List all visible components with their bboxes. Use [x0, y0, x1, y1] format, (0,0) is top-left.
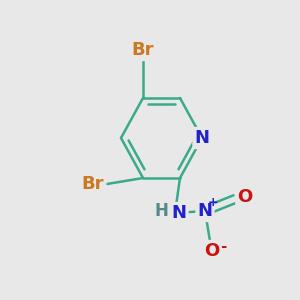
Text: N: N: [197, 202, 212, 220]
Text: H: H: [154, 202, 168, 220]
Text: -: -: [220, 239, 226, 254]
Text: Br: Br: [82, 175, 104, 193]
Text: O: O: [204, 242, 220, 260]
Text: +: +: [208, 196, 218, 209]
Text: N: N: [194, 129, 209, 147]
Text: N: N: [172, 204, 187, 222]
Text: Br: Br: [132, 41, 154, 59]
Text: O: O: [237, 188, 253, 206]
